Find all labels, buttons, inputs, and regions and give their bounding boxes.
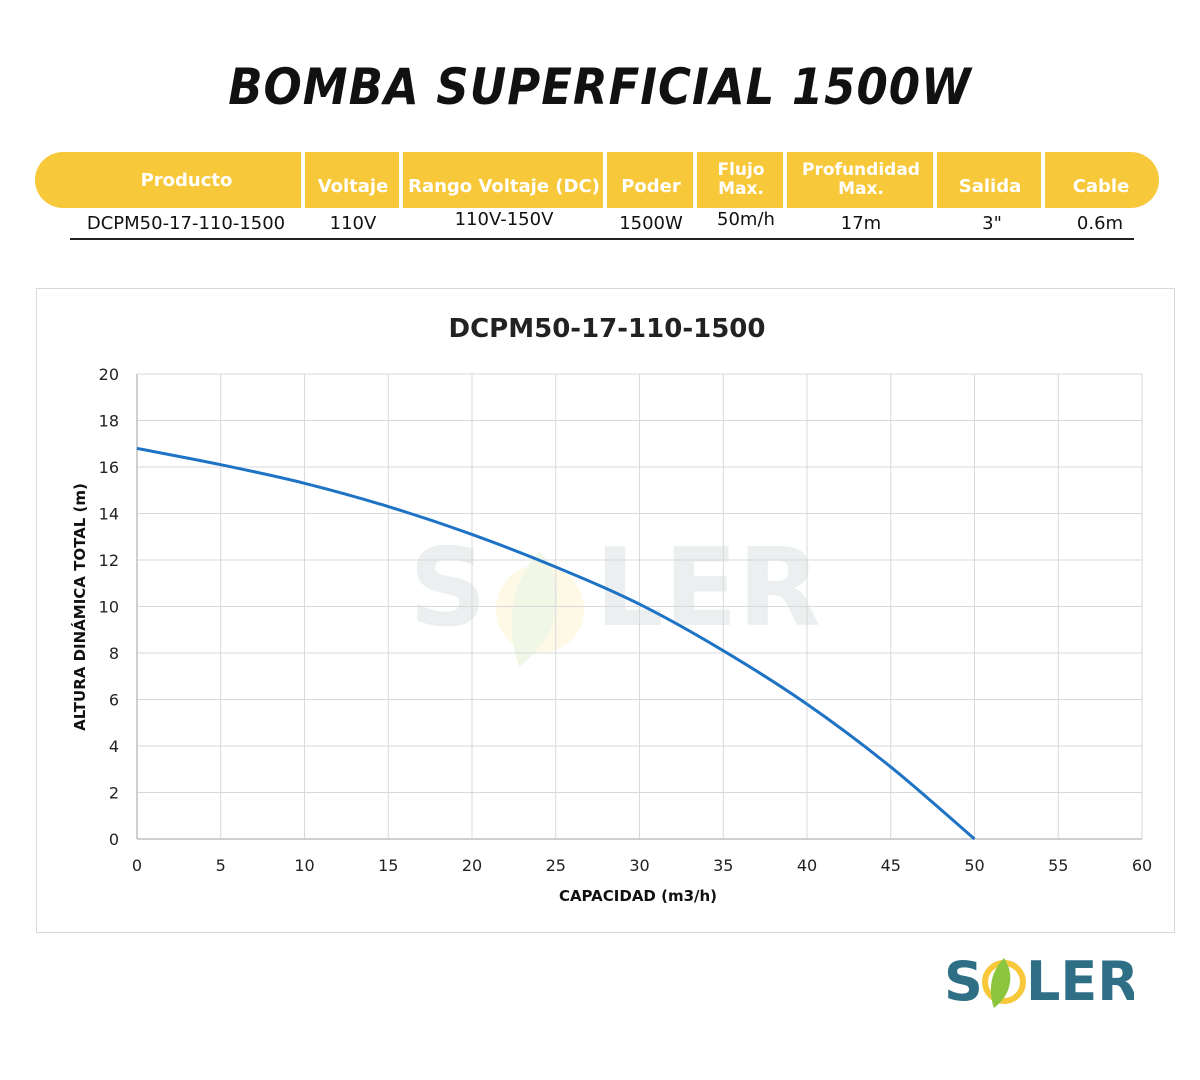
value-flujo-max: 50m/h [717, 208, 775, 230]
y-tick-labels: 0 2 4 6 8 10 12 14 16 18 20 [99, 365, 119, 849]
y-tick-label: 14 [99, 505, 119, 524]
x-tick-label: 20 [462, 856, 482, 875]
header-profundidad-max: Profundidad Max. [802, 160, 920, 199]
x-tick-label: 30 [629, 856, 649, 875]
watermark-ler: LER [595, 526, 821, 651]
value-profundidad-max: 17m [840, 212, 882, 234]
y-tick-label: 6 [109, 691, 119, 710]
y-tick-label: 20 [99, 365, 119, 384]
soler-logo: S LER [944, 952, 1134, 1010]
soler-watermark: S LER [409, 526, 821, 667]
spec-header-background [35, 152, 1159, 208]
x-axis-label: CAPACIDAD (m3/h) [559, 887, 717, 905]
spec-table-header: Producto Voltaje Rango Voltaje (DC) Pode… [35, 152, 1159, 210]
x-tick-label: 40 [797, 856, 817, 875]
logo-ler: LER [1026, 952, 1134, 1010]
value-producto: DCPM50-17-110-1500 [86, 212, 286, 234]
header-rango-voltaje: Rango Voltaje (DC) [408, 175, 600, 197]
pump-curve-line [136, 446, 976, 841]
y-tick-label: 4 [109, 737, 119, 756]
header-poder: Poder [621, 175, 681, 197]
value-salida: 3" [982, 212, 1002, 234]
header-divider [399, 152, 403, 210]
header-flujo-max: Flujo Max. [717, 160, 765, 199]
x-tick-label: 5 [216, 856, 226, 875]
x-tick-label: 50 [964, 856, 984, 875]
y-tick-label: 12 [99, 551, 119, 570]
header-cable: Cable [1072, 175, 1130, 197]
header-divider [783, 152, 787, 210]
y-tick-label: 18 [99, 412, 119, 431]
y-tick-label: 10 [99, 598, 119, 617]
pump-curve-chart: S LER DCPM50-17-110-1500 0 5 10 15 20 25 30 35 4… [70, 314, 1152, 905]
x-tick-label: 60 [1132, 856, 1152, 875]
x-tick-label: 45 [881, 856, 901, 875]
spec-table-rule [70, 238, 1134, 240]
y-tick-label: 16 [99, 458, 119, 477]
leaf-sun-logo-icon [982, 958, 1026, 1008]
page-title: BOMBA SUPERFICIAL 1500W [228, 58, 972, 116]
header-salida: Salida [958, 175, 1022, 197]
x-tick-label: 25 [546, 856, 566, 875]
y-tick-label: 8 [109, 644, 119, 663]
header-producto: Producto [140, 169, 233, 191]
value-poder: 1500W [619, 212, 683, 234]
x-tick-label: 0 [132, 856, 142, 875]
header-voltaje: Voltaje [317, 175, 389, 197]
y-tick-label: 0 [109, 830, 119, 849]
header-divider [693, 152, 697, 210]
x-tick-label: 15 [378, 856, 398, 875]
x-tick-label: 55 [1048, 856, 1068, 875]
header-divider [301, 152, 305, 210]
watermark-s: S [409, 526, 487, 651]
value-cable: 0.6m [1076, 212, 1124, 234]
watermark-leaf-icon [496, 551, 584, 667]
chart-grid [136, 373, 1143, 840]
logo-s: S [944, 952, 983, 1010]
x-tick-label: 35 [713, 856, 733, 875]
chart-frame: S LER DCPM50-17-110-1500 0 5 10 15 20 25 30 35 4… [36, 288, 1175, 933]
value-voltaje: 110V [329, 212, 377, 234]
x-tick-label: 10 [294, 856, 314, 875]
value-rango-voltaje: 110V-150V [454, 208, 554, 230]
x-tick-labels: 0 5 10 15 20 25 30 35 40 45 50 55 60 [132, 856, 1152, 875]
y-tick-label: 2 [109, 784, 119, 803]
header-divider [1041, 152, 1045, 210]
header-divider [603, 152, 607, 210]
y-axis-label: ALTURA DINÁMICA TOTAL (m) [70, 483, 89, 731]
header-divider [933, 152, 937, 210]
chart-title: DCPM50-17-110-1500 [449, 314, 766, 344]
